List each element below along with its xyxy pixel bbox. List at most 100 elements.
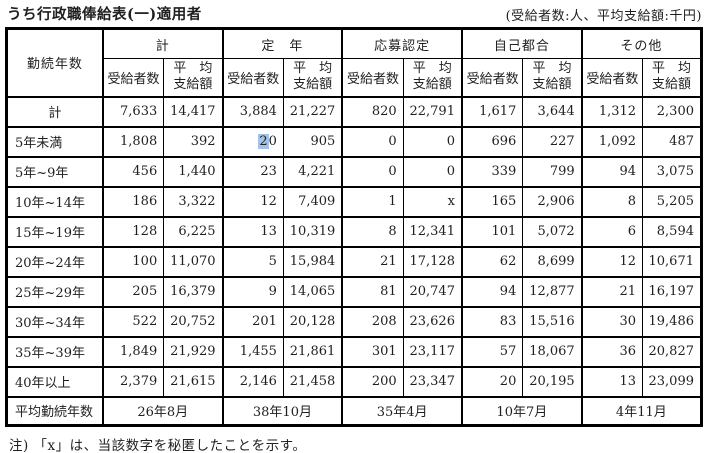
data-cell: 3,644 (522, 96, 583, 127)
data-cell: 12,877 (522, 276, 583, 307)
data-cell: 1,440 (163, 156, 224, 187)
table-row: 20年~24年 100 11,070 5 15,984 21 17,128 62 8,699 12… (5, 246, 702, 277)
data-cell: 21,458 (282, 366, 343, 397)
data-cell: 62 (460, 246, 524, 277)
footer-row-label: 平均勤続年数 (5, 396, 104, 426)
data-cell: 696 (460, 126, 524, 157)
data-cell: 205 (101, 276, 165, 307)
data-cell: 94 (460, 276, 524, 307)
data-cell: 0 (402, 126, 463, 157)
data-cell: 2,146 (221, 366, 284, 397)
data-cell: 5,072 (522, 216, 583, 247)
data-cell: 20,195 (522, 366, 583, 397)
data-cell: 13 (580, 366, 644, 397)
data-cell: 20,747 (402, 276, 463, 307)
data-cell: 339 (460, 156, 524, 187)
data-cell: 21 (341, 246, 404, 277)
data-cell: 81 (341, 276, 404, 307)
data-cell: 14,065 (282, 276, 343, 307)
data-cell: 30 (580, 306, 644, 337)
data-cell: 1,455 (221, 336, 284, 367)
data-cell: 19,486 (642, 306, 702, 337)
data-cell: 15,984 (282, 246, 343, 277)
data-cell: 200 (341, 366, 404, 397)
data-cell: 392 (163, 126, 224, 157)
data-cell: 12 (580, 246, 644, 277)
data-cell: 20 (460, 366, 524, 397)
data-cell: 8 (341, 216, 404, 247)
data-cell: 208 (341, 306, 404, 337)
data-cell: 23,347 (402, 366, 463, 397)
data-cell: 23,626 (402, 306, 463, 337)
table-row: 計 7,633 14,417 3,884 21,227 820 22,791 1,617 3,6… (5, 96, 702, 127)
data-cell: 2,906 (522, 186, 583, 217)
data-cell: 14,417 (163, 96, 224, 127)
group-header-early-application: 応募認定 (341, 28, 463, 59)
data-cell: 456 (101, 156, 165, 187)
data-cell: 1,312 (580, 96, 644, 127)
recipients-header: 受給者数 (460, 58, 524, 97)
data-cell: 0 (341, 126, 404, 157)
data-cell: 2,300 (642, 96, 702, 127)
recipients-header: 受給者数 (341, 58, 404, 97)
table-footer: 平均勤続年数 26年8月 38年10月 35年4月 10年7月 4年11月 (5, 396, 702, 426)
selected-text: 2 (258, 134, 269, 149)
data-cell: 11,070 (163, 246, 224, 277)
row-label: 5年未満 (5, 126, 104, 157)
data-cell: 128 (101, 216, 165, 247)
page-title: うち行政職俸給表(一)適用者 (7, 6, 202, 23)
average-payment-header: 平 均 支給額 (522, 58, 583, 97)
data-cell: 57 (460, 336, 524, 367)
group-header-other: その他 (580, 28, 702, 59)
data-cell: 8,699 (522, 246, 583, 277)
data-cell: 21,615 (163, 366, 224, 397)
data-cell: 36 (580, 336, 644, 367)
data-cell: 17,128 (402, 246, 463, 277)
data-cell: 201 (221, 306, 284, 337)
data-cell: 820 (341, 96, 404, 127)
data-cell: 8 (580, 186, 644, 217)
average-service-cell: 38年10月 (221, 396, 343, 426)
unit-note: (受給者数:人、平均支給額:千円) (505, 9, 702, 24)
data-cell: 23,099 (642, 366, 702, 397)
data-cell: 1,092 (580, 126, 644, 157)
footnote: 注) 「x」は、当該数字を秘匿したことを示す。 (9, 438, 307, 453)
recipients-header: 受給者数 (221, 58, 284, 97)
data-cell: 16,379 (163, 276, 224, 307)
data-cell: 23,117 (402, 336, 463, 367)
table-row: 40年以上 2,379 21,615 2,146 21,458 200 23,347 20 20… (5, 366, 702, 397)
data-cell: 20,752 (163, 306, 224, 337)
row-label: 30年~34年 (5, 306, 104, 337)
data-cell: 101 (460, 216, 524, 247)
data-cell: 165 (460, 186, 524, 217)
data-cell: 5,205 (642, 186, 702, 217)
average-service-cell: 26年8月 (101, 396, 224, 426)
data-cell: 94 (580, 156, 644, 187)
group-header-mandatory-retirement: 定 年 (221, 28, 343, 59)
group-header-personal-reasons: 自己都合 (460, 28, 583, 59)
data-cell: 22,791 (402, 96, 463, 127)
row-label: 25年~29年 (5, 276, 104, 307)
data-cell: 1,808 (101, 126, 165, 157)
data-cell: 21,861 (282, 336, 343, 367)
data-cell: 15,516 (522, 306, 583, 337)
data-cell: 227 (522, 126, 583, 157)
table-row: 10年~14年 186 3,322 12 7,409 1 x 165 2,906 8 5,205 (5, 186, 702, 217)
table-row: 35年~39年 1,849 21,929 1,455 21,861 301 23,117 57… (5, 336, 702, 367)
row-label: 20年~24年 (5, 246, 104, 277)
data-cell: 18,067 (522, 336, 583, 367)
data-cell: 3,322 (163, 186, 224, 217)
data-cell: 21 (580, 276, 644, 307)
table-row: 15年~19年 128 6,225 13 10,319 8 12,341 101 5,072 6 8… (5, 216, 702, 247)
row-label: 35年~39年 (5, 336, 104, 367)
data-cell: 23 (221, 156, 284, 187)
data-cell: 8,594 (642, 216, 702, 247)
data-cell: 10,319 (282, 216, 343, 247)
table-body: 計 7,633 14,417 3,884 21,227 820 22,791 1,617 3,6… (5, 96, 702, 397)
data-cell: 186 (101, 186, 165, 217)
data-cell: 6,225 (163, 216, 224, 247)
data-cell: 83 (460, 306, 524, 337)
data-cell: 905 (282, 126, 343, 157)
data-cell: 7,409 (282, 186, 343, 217)
